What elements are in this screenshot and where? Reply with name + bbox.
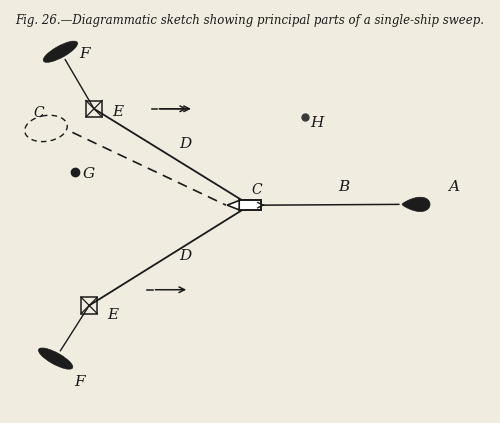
Text: D: D	[179, 137, 192, 151]
Text: Fig. 26.—Diagrammatic sketch showing principal parts of a single-ship sweep.: Fig. 26.—Diagrammatic sketch showing pri…	[16, 14, 484, 27]
Text: E: E	[108, 308, 119, 321]
Text: D: D	[179, 249, 192, 263]
Text: F: F	[79, 47, 90, 60]
Ellipse shape	[38, 348, 72, 369]
Text: F: F	[74, 375, 85, 389]
Text: B: B	[338, 181, 349, 195]
Polygon shape	[227, 201, 239, 210]
Text: E: E	[112, 105, 124, 119]
Text: C: C	[34, 106, 44, 120]
Text: H: H	[310, 115, 324, 129]
Ellipse shape	[44, 41, 78, 62]
Text: G: G	[82, 167, 94, 181]
Polygon shape	[239, 201, 261, 210]
Polygon shape	[402, 197, 430, 212]
Text: C: C	[252, 183, 262, 197]
Text: A: A	[448, 181, 460, 195]
